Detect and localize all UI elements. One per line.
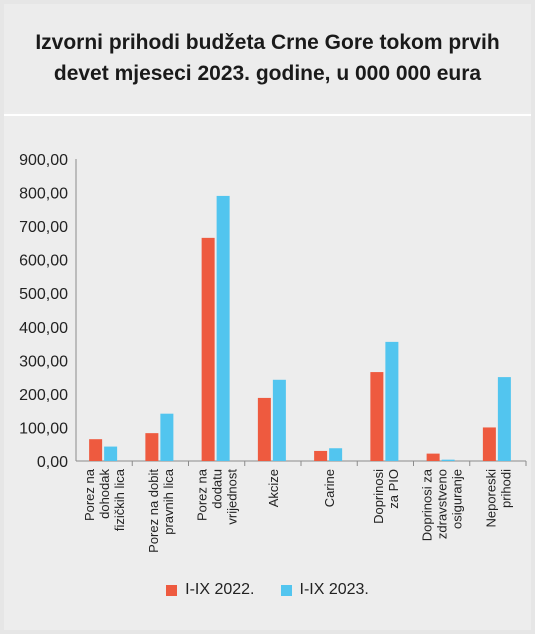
chart-title-box: Izvorni prihodi budžeta Crne Gore tokom … bbox=[4, 4, 531, 112]
bar-series-1 bbox=[145, 433, 159, 461]
x-tick-label: zdravstveno bbox=[435, 469, 450, 539]
bar-series-1 bbox=[314, 450, 328, 461]
bar-series-1 bbox=[370, 372, 384, 461]
bar-series-2 bbox=[216, 195, 230, 461]
legend-label: I-IX 2023. bbox=[299, 581, 369, 598]
x-tick-label: pravnih lica bbox=[161, 468, 176, 535]
bar-series-2 bbox=[497, 377, 511, 461]
x-tick-label: Porez na dobit bbox=[146, 469, 161, 553]
y-tick-label: 200,00 bbox=[19, 387, 68, 404]
bar-series-1 bbox=[89, 439, 103, 461]
bar-series-2 bbox=[160, 413, 174, 461]
x-tick-label: prihodi bbox=[498, 469, 513, 508]
bar-series-1 bbox=[257, 397, 271, 461]
bar-series-1 bbox=[426, 453, 440, 461]
legend-swatch bbox=[280, 584, 292, 596]
chart-legend: I-IX 2022. I-IX 2023. bbox=[0, 578, 535, 602]
x-tick-label: za PIO bbox=[386, 469, 401, 509]
y-tick-label: 500,00 bbox=[19, 286, 68, 303]
y-tick-label: 100,00 bbox=[19, 420, 68, 437]
bar-series-2 bbox=[272, 379, 286, 461]
chart-title: Izvorni prihodi budžeta Crne Gore tokom … bbox=[35, 31, 500, 85]
x-tick-label: fizičkih lica bbox=[112, 468, 127, 531]
x-tick-label: Porez na bbox=[82, 468, 97, 521]
bar-series-1 bbox=[201, 237, 215, 461]
y-tick-label: 300,00 bbox=[19, 353, 68, 370]
bar-series-2 bbox=[104, 446, 118, 461]
y-tick-label: 400,00 bbox=[19, 320, 68, 337]
legend-swatch bbox=[166, 584, 178, 596]
bar-series-2 bbox=[441, 459, 455, 461]
x-tick-label: Porez na bbox=[195, 468, 210, 521]
x-tick-label: dodatu bbox=[210, 469, 225, 509]
x-tick-label: vrijednost bbox=[225, 469, 240, 525]
x-tick-label: osiguranje bbox=[450, 469, 465, 529]
y-tick-label: 800,00 bbox=[19, 186, 68, 203]
bar-series-2 bbox=[385, 341, 399, 461]
bar-series-1 bbox=[482, 427, 496, 461]
title-divider bbox=[4, 114, 531, 116]
y-tick-label: 600,00 bbox=[19, 253, 68, 270]
bar-series-2 bbox=[329, 448, 343, 461]
y-tick-label: 0,00 bbox=[37, 454, 68, 471]
legend-item: I-IX 2023. bbox=[280, 581, 369, 599]
x-tick-label: dohodak bbox=[97, 469, 112, 519]
x-tick-label: Doprinosi bbox=[371, 469, 386, 524]
x-tick-label: Carine bbox=[322, 469, 337, 507]
x-tick-label: Doprinosi za bbox=[420, 468, 435, 541]
legend-label: I-IX 2022. bbox=[185, 581, 255, 598]
x-tick-label: Neporeski bbox=[483, 469, 498, 528]
y-tick-label: 900,00 bbox=[19, 152, 68, 169]
y-tick-label: 700,00 bbox=[19, 219, 68, 236]
x-tick-label: Akcize bbox=[266, 469, 281, 507]
legend-item: I-IX 2022. bbox=[166, 581, 255, 599]
